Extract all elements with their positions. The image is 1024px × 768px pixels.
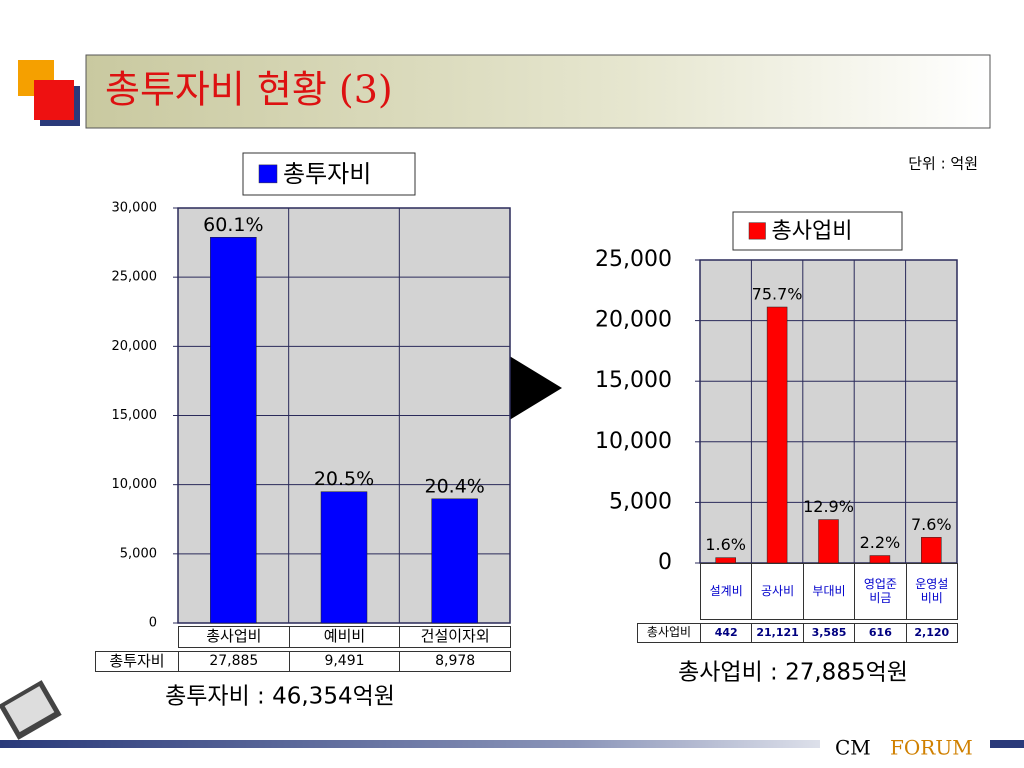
y-tick-label: 25,000 bbox=[112, 270, 158, 285]
y-tick-label: 15,000 bbox=[112, 408, 158, 423]
chart-summary: 총투자비 : 46,354억원 bbox=[165, 684, 395, 710]
legend-swatch bbox=[748, 222, 766, 240]
bar bbox=[210, 237, 257, 624]
footer-bar bbox=[990, 740, 1024, 748]
value-cell: 442 bbox=[700, 623, 753, 643]
y-tick-label: 20,000 bbox=[595, 308, 672, 333]
category-cell: 예비비 bbox=[288, 626, 401, 648]
title-bar bbox=[85, 54, 991, 129]
y-tick-label: 0 bbox=[149, 616, 157, 631]
bar bbox=[921, 537, 942, 564]
percent-label: 7.6% bbox=[911, 515, 952, 534]
legend-label: 총투자비 bbox=[283, 160, 371, 188]
unit-label: 단위 : 억원 bbox=[908, 155, 978, 173]
y-tick-label: 10,000 bbox=[595, 429, 672, 454]
y-tick-label: 0 bbox=[658, 550, 672, 575]
value-cell: 3,585 bbox=[802, 623, 856, 643]
value-cell: 616 bbox=[854, 623, 907, 643]
row-header: 총투자비 bbox=[95, 651, 179, 672]
bar bbox=[715, 557, 736, 564]
y-tick-label: 5,000 bbox=[120, 546, 157, 561]
bar bbox=[869, 555, 891, 564]
bar bbox=[766, 306, 788, 564]
value-cell: 2,120 bbox=[905, 623, 958, 643]
footer-bar bbox=[0, 740, 820, 748]
category-cell: 공사비 bbox=[751, 563, 804, 620]
footer-forum: FORUM bbox=[890, 736, 973, 760]
category-cell: 건설이자외 bbox=[399, 626, 511, 648]
bar bbox=[431, 498, 478, 624]
category-cell: 부대비 bbox=[802, 563, 856, 620]
value-cell: 8,978 bbox=[399, 651, 511, 672]
percent-label: 12.9% bbox=[803, 497, 854, 516]
percent-label: 60.1% bbox=[203, 214, 263, 236]
y-tick-label: 5,000 bbox=[609, 489, 672, 514]
value-cell: 9,491 bbox=[288, 651, 401, 672]
deco-square bbox=[34, 80, 74, 120]
chart-summary: 총사업비 : 27,885억원 bbox=[678, 660, 908, 686]
legend-label: 총사업비 bbox=[772, 219, 853, 244]
y-tick-label: 30,000 bbox=[112, 201, 158, 216]
row-header: 총사업비 bbox=[637, 623, 701, 643]
percent-label: 20.5% bbox=[314, 468, 374, 490]
category-cell: 총사업비 bbox=[178, 626, 290, 648]
value-cell: 27,885 bbox=[178, 651, 290, 672]
percent-label: 1.6% bbox=[705, 535, 746, 554]
category-cell: 운영설비비 bbox=[905, 563, 958, 620]
footer-cm: CM bbox=[835, 736, 871, 760]
y-tick-label: 15,000 bbox=[595, 368, 672, 393]
plot-area bbox=[699, 259, 958, 564]
percent-label: 75.7% bbox=[752, 285, 803, 304]
notebook-icon bbox=[0, 680, 62, 740]
legend-box bbox=[242, 152, 416, 196]
percent-label: 2.2% bbox=[860, 533, 901, 552]
bar bbox=[818, 519, 839, 564]
y-tick-label: 20,000 bbox=[112, 339, 158, 354]
slide-title: 총투자비 현황 (3) bbox=[105, 68, 393, 112]
value-cell: 21,121 bbox=[751, 623, 804, 643]
category-cell: 영업준비금 bbox=[854, 563, 907, 620]
bar bbox=[320, 491, 368, 624]
legend-swatch bbox=[258, 164, 278, 184]
y-tick-label: 10,000 bbox=[112, 477, 158, 492]
category-cell: 설계비 bbox=[700, 563, 753, 620]
percent-label: 20.4% bbox=[424, 475, 484, 497]
y-tick-label: 25,000 bbox=[595, 247, 672, 272]
